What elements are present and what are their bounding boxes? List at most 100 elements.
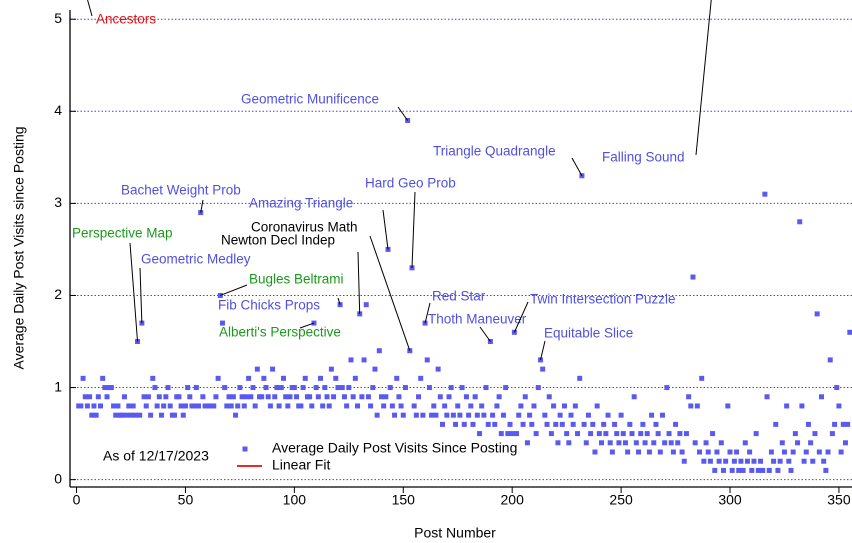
point	[418, 375, 424, 381]
point	[352, 375, 358, 381]
point	[727, 449, 733, 455]
point	[420, 412, 426, 418]
point	[838, 449, 844, 455]
point	[823, 467, 829, 473]
point	[631, 394, 637, 400]
point	[758, 458, 764, 464]
point	[143, 403, 149, 409]
point	[215, 375, 221, 381]
point	[324, 394, 330, 400]
point	[95, 394, 101, 400]
point	[498, 431, 504, 437]
point	[618, 412, 624, 418]
point	[176, 394, 182, 400]
point	[424, 357, 430, 363]
point	[514, 431, 520, 437]
point	[816, 449, 822, 455]
point	[840, 421, 846, 427]
point	[688, 403, 694, 409]
point	[505, 431, 511, 437]
point	[318, 375, 324, 381]
annotation: Twin Intersection Puzzle	[530, 292, 676, 307]
point	[309, 403, 315, 409]
point	[359, 394, 365, 400]
point	[398, 403, 404, 409]
point	[84, 403, 90, 409]
point	[235, 403, 241, 409]
point	[644, 431, 650, 437]
point	[346, 385, 352, 391]
point	[697, 449, 703, 455]
point	[219, 320, 225, 326]
point	[287, 394, 293, 400]
point	[642, 440, 648, 446]
point	[847, 329, 852, 335]
point	[638, 431, 644, 437]
annotation: Amazing Triangle	[249, 196, 353, 211]
point	[461, 421, 467, 427]
point	[821, 458, 827, 464]
point	[372, 366, 378, 372]
point	[764, 394, 770, 400]
point	[677, 431, 683, 437]
point	[400, 412, 406, 418]
point	[145, 394, 151, 400]
point	[158, 412, 164, 418]
point	[274, 385, 280, 391]
point	[585, 412, 591, 418]
point	[596, 431, 602, 437]
point	[100, 375, 106, 381]
point	[590, 421, 596, 427]
point	[481, 412, 487, 418]
point	[448, 385, 454, 391]
point	[649, 412, 655, 418]
point	[723, 458, 729, 464]
point	[333, 375, 339, 381]
point	[790, 449, 796, 455]
point	[535, 385, 541, 391]
annotation-leader	[571, 157, 583, 176]
point	[237, 385, 243, 391]
point	[387, 385, 393, 391]
point	[87, 394, 93, 400]
annotation: Perspective Map	[72, 226, 173, 241]
point	[566, 440, 572, 446]
point	[616, 440, 622, 446]
point	[812, 431, 818, 437]
annotation-leader	[87, 0, 93, 17]
point	[607, 440, 613, 446]
point	[89, 412, 95, 418]
annotation: Ancestors	[96, 12, 156, 27]
point	[485, 421, 491, 427]
point	[766, 467, 772, 473]
point	[161, 403, 167, 409]
point	[222, 385, 228, 391]
point	[167, 403, 173, 409]
point	[130, 403, 136, 409]
point	[455, 403, 461, 409]
point	[760, 467, 766, 473]
point	[773, 421, 779, 427]
point	[845, 421, 851, 427]
point	[108, 385, 114, 391]
point	[686, 394, 692, 400]
point	[291, 385, 297, 391]
annotation-leader	[411, 191, 416, 268]
point	[622, 440, 628, 446]
point	[211, 403, 217, 409]
point	[233, 412, 239, 418]
annotation-leader	[337, 297, 341, 305]
point	[705, 449, 711, 455]
point	[707, 458, 713, 464]
point	[470, 421, 476, 427]
x-tick-label: 350	[827, 492, 851, 508]
point	[662, 440, 668, 446]
annotation: Geometric Munificence	[241, 92, 379, 107]
point	[814, 311, 820, 317]
point	[446, 394, 452, 400]
point	[836, 403, 842, 409]
point	[729, 467, 735, 473]
annotation: Alberti's Perspective	[219, 325, 341, 340]
point	[300, 385, 306, 391]
point	[294, 394, 300, 400]
